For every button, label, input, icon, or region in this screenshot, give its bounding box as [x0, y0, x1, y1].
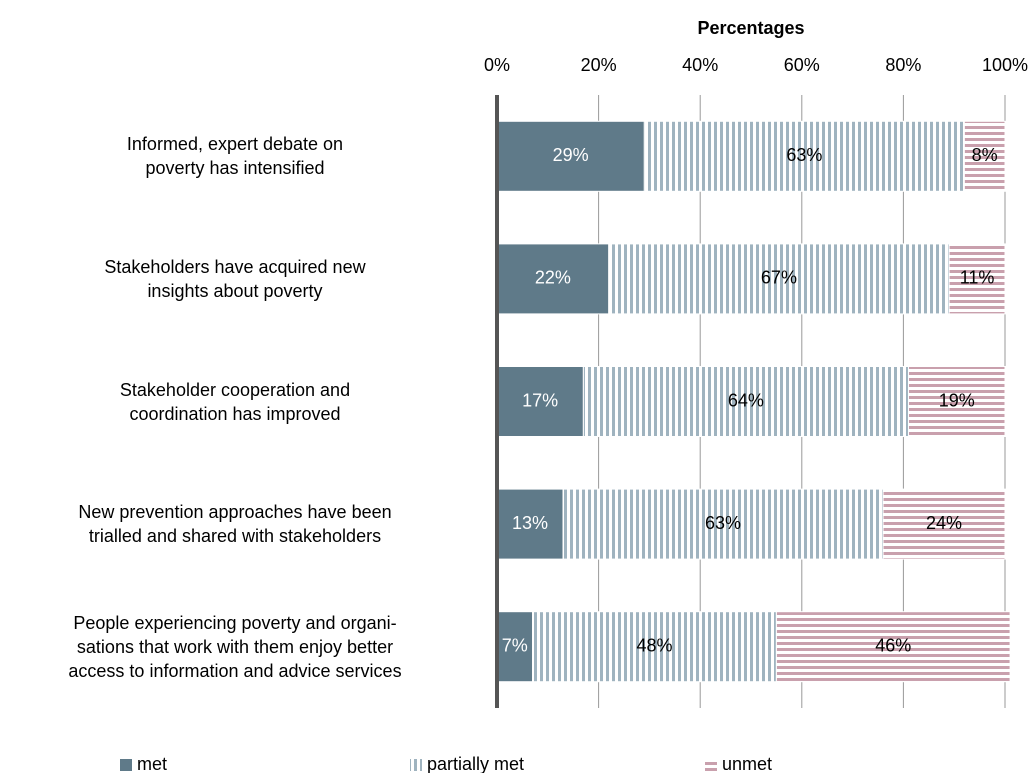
data-label: 48% — [636, 635, 672, 655]
bar-segment — [882, 488, 1006, 560]
x-tick-label: 20% — [581, 55, 617, 75]
bar-segment — [532, 611, 777, 683]
legend-label: unmet — [722, 754, 772, 773]
x-tick-label: 60% — [784, 55, 820, 75]
bar-segment — [582, 366, 909, 437]
data-label: 64% — [728, 390, 764, 410]
bar-segment — [608, 243, 950, 315]
x-tick-label: 0% — [484, 55, 510, 75]
legend-label: partially met — [427, 754, 524, 773]
category-label: People experiencing poverty and organi- … — [68, 612, 402, 681]
category-label: New prevention approaches have been tria… — [78, 502, 392, 547]
data-label: 7% — [502, 635, 528, 655]
bar-segment — [963, 120, 1006, 192]
bar-segment — [775, 611, 1011, 683]
x-tick-label: 40% — [682, 55, 718, 75]
bar-segment — [948, 243, 1006, 315]
category-label: Stakeholder cooperation and coordination… — [119, 379, 351, 424]
bar-segment — [643, 120, 965, 192]
data-label: 63% — [786, 145, 822, 165]
data-label: 46% — [875, 635, 911, 655]
legend-swatch — [705, 759, 717, 771]
bar-segment — [496, 120, 645, 192]
data-label: 24% — [926, 513, 962, 533]
data-label: 11% — [960, 268, 995, 288]
data-label: 19% — [939, 390, 975, 410]
data-label: 29% — [553, 145, 589, 165]
data-label: 22% — [535, 268, 571, 288]
x-tick-label: 100% — [982, 55, 1028, 75]
bar-segment — [496, 366, 584, 437]
data-label: 17% — [522, 390, 558, 410]
bar-segment — [496, 488, 564, 560]
x-axis-title: Percentages — [697, 18, 804, 38]
bar-segment — [562, 488, 884, 560]
category-label: Informed, expert debate on poverty has i… — [126, 134, 344, 179]
legend-swatch — [410, 759, 422, 771]
bar-segment — [496, 611, 534, 683]
category-label: Stakeholders have acquired new insights … — [104, 256, 366, 301]
data-label: 63% — [705, 513, 741, 533]
x-tick-label: 80% — [885, 55, 921, 75]
legend-label: met — [137, 754, 167, 773]
data-label: 13% — [512, 513, 548, 533]
data-label: 67% — [761, 268, 797, 288]
data-label: 8% — [972, 145, 998, 165]
legend-swatch — [120, 759, 132, 771]
bar-segment — [907, 366, 1006, 437]
